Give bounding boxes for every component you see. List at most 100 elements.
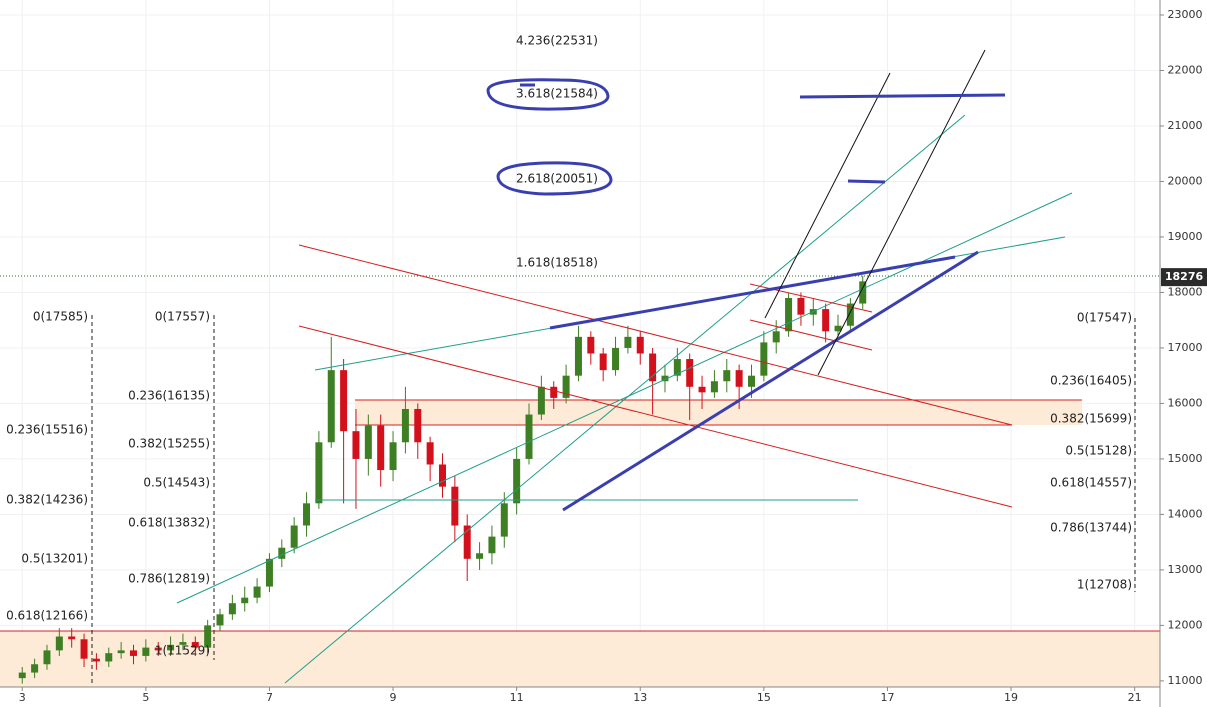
candle-body [760, 342, 768, 376]
y-tick-label: 23000 [1168, 8, 1203, 21]
candle-body [315, 442, 323, 504]
fib-label: 0.236(16135) [128, 389, 210, 403]
candle-body [18, 672, 26, 679]
trend-line [298, 244, 1013, 426]
candle-body [599, 353, 607, 371]
fib-label: 1.618(18518) [516, 256, 598, 270]
trend-line [562, 250, 979, 512]
candle-body [686, 359, 694, 387]
fib-label: 0(17585) [33, 310, 88, 324]
candle-body [80, 639, 88, 659]
fib-label: 0.382(14236) [6, 493, 88, 507]
candle-body [117, 650, 125, 654]
candle-body [265, 558, 273, 587]
x-tick-label: 5 [142, 691, 149, 704]
candle-body [859, 281, 867, 304]
candle-body [525, 414, 533, 459]
candle-body [352, 431, 360, 459]
fib-label: 0.786(12819) [128, 572, 210, 586]
x-tick-label: 17 [880, 691, 894, 704]
fib-label: 0.618(14557) [1050, 476, 1132, 490]
candle-body [129, 650, 137, 656]
fib-labels: 0(17585) 0.236(15516) 0.382(14236) 0.5(1320… [6, 34, 1132, 658]
x-tick-label: 13 [633, 691, 647, 704]
candle-body [278, 547, 286, 559]
candle-body [216, 614, 224, 626]
candle-body [241, 597, 249, 604]
fib-label: 0.786(13744) [1050, 521, 1132, 535]
candle-body [105, 653, 113, 662]
candle-body [797, 297, 805, 315]
candle-body [377, 425, 385, 471]
candle-body [438, 464, 446, 487]
y-tick-label: 15000 [1168, 452, 1203, 465]
fib-label: 0(17557) [155, 310, 210, 324]
candle-body [513, 458, 521, 504]
x-tick-label: 11 [510, 691, 524, 704]
fib-label: 2.618(20051) [516, 172, 598, 186]
x-tick-label: 15 [757, 691, 771, 704]
fib-label: 0.5(13201) [21, 552, 88, 566]
y-tick-label: 22000 [1168, 63, 1203, 76]
y-tick-label: 12000 [1168, 618, 1203, 631]
fib-label: 0.618(13832) [128, 516, 210, 530]
candle-body [834, 325, 842, 332]
y-tick-label: 21000 [1168, 119, 1203, 132]
x-tick-label: 9 [390, 691, 397, 704]
drawings [91, 49, 1136, 685]
axes: 11000 12000 13000 14000 15000 16000 17000 18000… [19, 8, 1207, 704]
candle-body [612, 347, 620, 371]
candle-body [55, 636, 63, 651]
hand-line [847, 179, 886, 184]
x-tick-label: 21 [1128, 691, 1142, 704]
candle-body [92, 658, 100, 662]
candle-body [463, 525, 471, 559]
candle-body [327, 370, 335, 443]
candle-body [747, 375, 755, 387]
candle-body [426, 442, 434, 465]
candle-body [488, 536, 496, 554]
candle-body [537, 386, 545, 415]
candle-body [389, 442, 397, 471]
grid [0, 0, 1160, 687]
candle-body [167, 644, 175, 651]
candle-body [31, 664, 39, 673]
y-tick-label: 11000 [1168, 674, 1203, 687]
trend-line [764, 72, 891, 319]
candle-body [624, 336, 632, 348]
y-tick-label: 19000 [1168, 230, 1203, 243]
drawings-back [0, 275, 1160, 687]
hand-ellipse [486, 78, 610, 111]
trend-line [749, 319, 873, 351]
candle-body [154, 647, 162, 651]
fib-label: 3.618(21584) [516, 87, 598, 101]
zone [0, 631, 1160, 687]
candle-body [846, 303, 854, 326]
fib-label: 0.382(15699) [1050, 412, 1132, 426]
y-tick-label: 17000 [1168, 341, 1203, 354]
fib-label: 1(11529) [155, 644, 210, 658]
candle-body [204, 625, 212, 648]
candle-body [649, 353, 657, 382]
candle-body [636, 336, 644, 354]
candle-body [340, 370, 348, 432]
candle-body [673, 359, 681, 376]
candle-body [142, 647, 150, 656]
fib-label: 0.382(15255) [128, 437, 210, 451]
candle-body [574, 336, 582, 376]
trend-line [817, 49, 986, 376]
y-tick-label: 20000 [1168, 174, 1203, 187]
candle-body [772, 331, 780, 343]
candle-body [698, 386, 706, 393]
candle-body [43, 650, 51, 665]
x-tick-label: 19 [1004, 691, 1018, 704]
candle-body [179, 642, 187, 645]
x-tick-label: 7 [266, 691, 273, 704]
candle-body [822, 309, 830, 332]
fib-label: 0.5(14543) [143, 476, 210, 490]
candle-body [191, 642, 199, 648]
candle-body [401, 408, 409, 443]
fib-label: 4.236(22531) [516, 34, 598, 48]
candle-body [68, 636, 76, 640]
x-tick-label: 3 [19, 691, 26, 704]
